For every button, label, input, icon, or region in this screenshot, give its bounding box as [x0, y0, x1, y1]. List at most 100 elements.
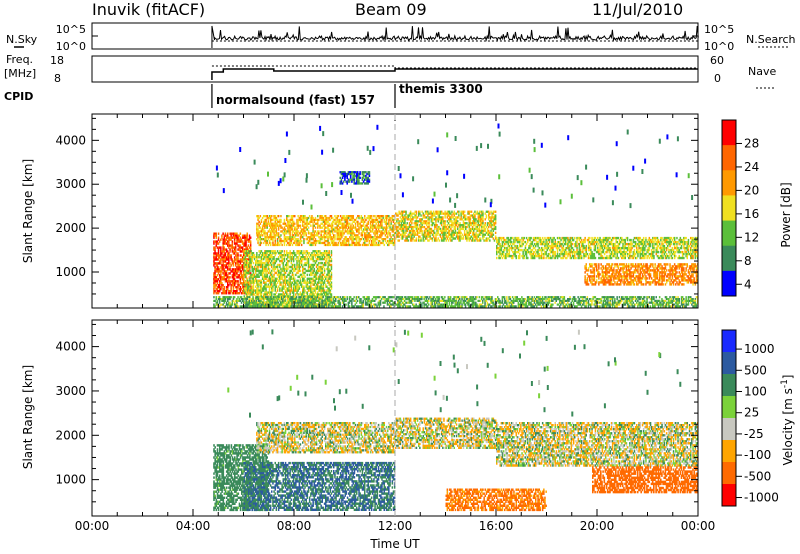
- echo-cell: [290, 257, 293, 261]
- echo-cell: [225, 266, 228, 269]
- echo-cell: [279, 259, 281, 263]
- echo-cell: [300, 216, 303, 220]
- echo-cell: [273, 263, 275, 267]
- echo-cell: [318, 285, 320, 288]
- echo-cell: [263, 289, 265, 292]
- echo-cell: [288, 273, 290, 277]
- echo-cell: [260, 291, 263, 294]
- echo-cell: [376, 226, 379, 229]
- echo-cell: [342, 215, 344, 218]
- echo-cell: [317, 256, 319, 259]
- echo-cell: [321, 281, 323, 284]
- echo-cell: [323, 275, 326, 278]
- echo-cell: [420, 239, 422, 242]
- echo-cell: [252, 256, 255, 259]
- echo-cell: [298, 293, 301, 296]
- echo-cell: [298, 259, 301, 263]
- echo-cell: [314, 277, 317, 280]
- echo-cell: [264, 275, 266, 278]
- echo-cell: [387, 234, 389, 237]
- noise-left-tick-bottom: 10^0: [56, 40, 86, 53]
- echo-cell: [328, 297, 330, 300]
- echo-cell: [295, 226, 297, 229]
- echo-cell: [228, 254, 230, 257]
- echo-cell: [327, 243, 329, 247]
- noise-right-tick-top: 10^5: [704, 23, 734, 36]
- echo-cell: [344, 230, 346, 233]
- echo-cell: [256, 226, 258, 229]
- echo-cell: [273, 230, 275, 233]
- echo-cell: [282, 228, 284, 231]
- echo-cell: [237, 262, 239, 265]
- echo-cell: [311, 289, 313, 292]
- echo-cell: [277, 252, 280, 255]
- echo-cell: [274, 267, 276, 271]
- echo-cell: [320, 252, 322, 255]
- echo-cell: [265, 238, 267, 241]
- echo-cell: [385, 216, 388, 220]
- echo-cell: [280, 230, 282, 233]
- echo-cell: [271, 226, 273, 229]
- echo-cell: [305, 281, 307, 284]
- echo-cell: [281, 261, 283, 265]
- echo-cell: [362, 228, 365, 231]
- echo-cell: [217, 272, 220, 275]
- echo-cell: [217, 252, 220, 255]
- echo-cell: [269, 215, 272, 218]
- echo-cell: [406, 229, 408, 233]
- echo-cell: [338, 226, 341, 229]
- echo-cell: [310, 263, 312, 267]
- echo-cell: [305, 303, 307, 306]
- echo-cell: [391, 228, 394, 231]
- echo-cell: [274, 220, 276, 223]
- echo-cell: [297, 218, 299, 222]
- echo-cell: [380, 234, 382, 237]
- echo-cell: [243, 286, 245, 289]
- echo-cell: [365, 236, 367, 239]
- echo-cell: [257, 275, 259, 278]
- echo-cell: [308, 215, 311, 218]
- echo-cell: [250, 263, 252, 267]
- echo-cell: [322, 265, 325, 269]
- echo-cell: [286, 289, 288, 292]
- echo-cell: [390, 220, 392, 223]
- echo-cell: [227, 244, 229, 247]
- echo-cell: [305, 232, 307, 235]
- echo-cell: [272, 287, 274, 290]
- echo-cell: [268, 239, 271, 243]
- echo-cell: [239, 232, 242, 235]
- echo-cell: [305, 254, 307, 257]
- echo-cell: [305, 261, 307, 265]
- echo-cell: [249, 263, 251, 267]
- echo-cell: [359, 243, 361, 247]
- echo-cell: [387, 236, 389, 239]
- echo-cell: [336, 228, 338, 231]
- echo-cell: [299, 279, 302, 282]
- echo-cell: [220, 270, 222, 273]
- echo-cell: [223, 248, 225, 251]
- echo-cell: [323, 250, 326, 253]
- echo-cell: [260, 295, 263, 298]
- freq-trace: [211, 65, 698, 80]
- echo-cell: [271, 230, 273, 233]
- echo-cell: [277, 275, 280, 278]
- echo-cell: [216, 254, 219, 257]
- echo-cell: [217, 232, 220, 235]
- echo-cell: [261, 263, 264, 267]
- echo-cell: [274, 230, 276, 233]
- echo-cell: [264, 269, 266, 273]
- echo-cell: [256, 256, 258, 259]
- echo-cell: [328, 234, 330, 237]
- echo-cell: [330, 285, 333, 288]
- echo-cell: [268, 254, 271, 257]
- echo-cell: [299, 291, 302, 294]
- echo-cell: [311, 236, 313, 239]
- echo-cell: [330, 275, 333, 278]
- echo-cell: [240, 292, 243, 295]
- echo-cell: [368, 239, 371, 243]
- echo-cell: [527, 256, 529, 260]
- echo-cell: [289, 254, 291, 257]
- echo-cell: [339, 220, 342, 223]
- echo-cell: [267, 283, 270, 286]
- echo-cell: [300, 236, 303, 239]
